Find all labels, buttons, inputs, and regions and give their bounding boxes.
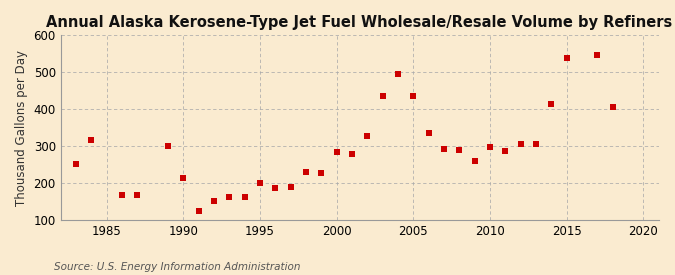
Text: Source: U.S. Energy Information Administration: Source: U.S. Energy Information Administ… — [54, 262, 300, 272]
Point — [377, 94, 388, 98]
Point — [423, 131, 434, 135]
Point — [224, 195, 235, 199]
Point — [469, 159, 480, 163]
Point — [607, 104, 618, 109]
Point — [270, 185, 281, 190]
Point — [209, 199, 219, 204]
Point — [86, 138, 97, 142]
Point — [117, 193, 128, 197]
Point — [316, 170, 327, 175]
Point — [254, 181, 265, 185]
Point — [485, 145, 495, 149]
Point — [346, 152, 357, 156]
Point — [71, 162, 82, 166]
Point — [515, 142, 526, 147]
Title: Annual Alaska Kerosene-Type Jet Fuel Wholesale/Resale Volume by Refiners: Annual Alaska Kerosene-Type Jet Fuel Who… — [47, 15, 673, 30]
Point — [592, 53, 603, 57]
Point — [439, 147, 450, 151]
Point — [362, 134, 373, 138]
Point — [193, 209, 204, 213]
Point — [178, 175, 189, 180]
Point — [163, 144, 173, 148]
Point — [408, 94, 418, 98]
Point — [561, 55, 572, 60]
Point — [454, 147, 464, 152]
Point — [286, 185, 296, 189]
Point — [132, 193, 142, 197]
Point — [300, 170, 311, 174]
Point — [239, 195, 250, 199]
Point — [500, 149, 511, 153]
Point — [531, 142, 541, 147]
Point — [331, 150, 342, 154]
Point — [546, 102, 557, 107]
Y-axis label: Thousand Gallons per Day: Thousand Gallons per Day — [15, 50, 28, 206]
Point — [393, 72, 404, 76]
